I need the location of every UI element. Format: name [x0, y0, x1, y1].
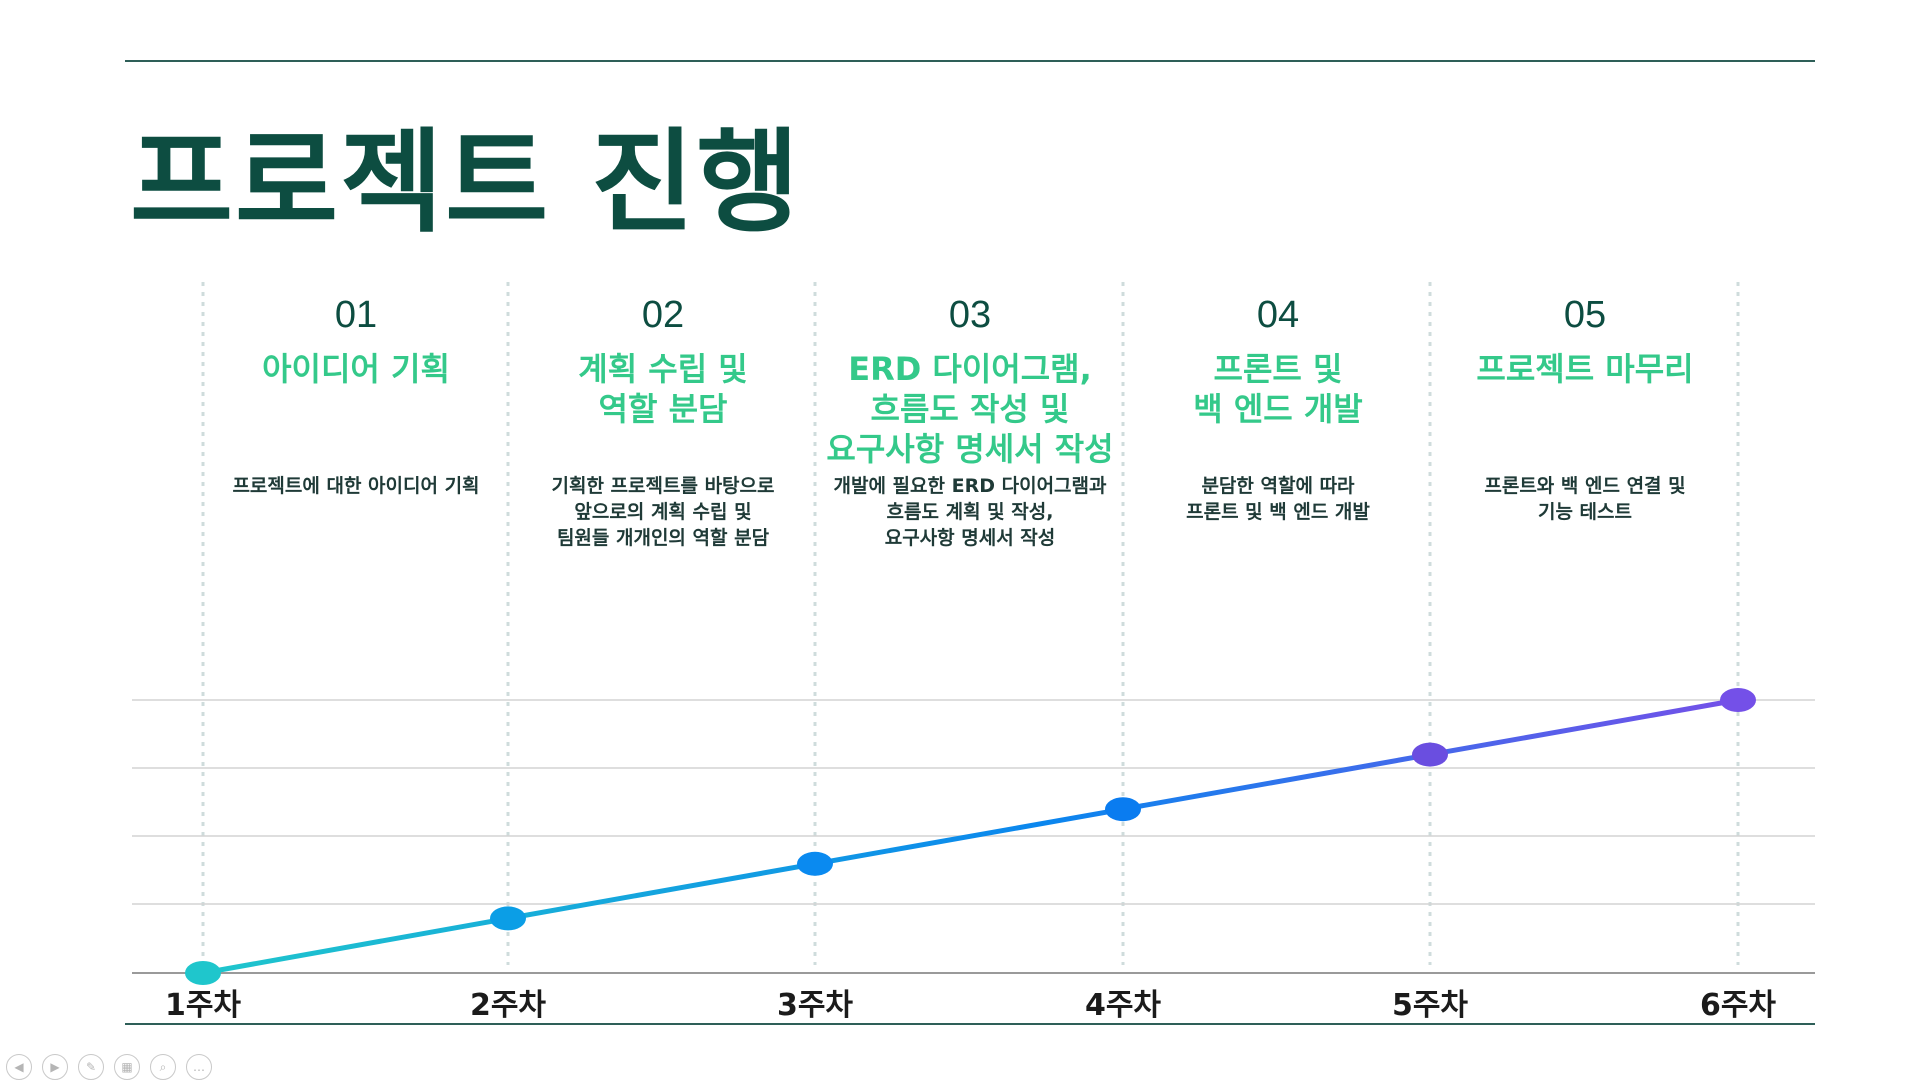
phase-description-line: 기능 테스트	[1537, 501, 1632, 523]
week-label: 1주차	[164, 988, 242, 1023]
phase-number: 01	[334, 294, 378, 336]
phase-title-line: 흐름도 작성 및	[870, 390, 1070, 428]
data-point	[1720, 688, 1756, 712]
phase-title: ERD 다이어그램, 흐름도 작성 및 요구사항 명세서 작성	[820, 349, 1120, 469]
bottom-divider	[125, 1023, 1815, 1025]
phase-description-line: 흐름도 계획 및 작성,	[886, 501, 1054, 523]
phase-title-line: 아이디어 기획	[262, 350, 450, 388]
phase-description-line: 앞으로의 계획 수립 및	[574, 501, 752, 523]
phase-description-line: 팀원들 개개인의 역할 분담	[556, 527, 770, 549]
phase-description-line: 개발에 필요한 ERD 다이어그램과	[833, 475, 1107, 497]
phase-title: 프로젝트 마무리	[1435, 349, 1735, 469]
more-icon[interactable]: …	[186, 1054, 212, 1080]
prev-icon[interactable]: ◀	[6, 1054, 32, 1080]
next-icon[interactable]: ▶	[42, 1054, 68, 1080]
phase-description-line: 프론트와 백 엔드 연결 및	[1484, 475, 1686, 497]
week-label: 2주차	[469, 988, 547, 1023]
week-label: 5주차	[1391, 988, 1469, 1023]
slide-toolbar: ◀ ▶ ✎ ▦ ⌕ …	[6, 1054, 212, 1080]
phase-title-line: 백 엔드 개발	[1193, 390, 1363, 428]
pen-icon[interactable]: ✎	[78, 1054, 104, 1080]
phase-title-line: 요구사항 명세서 작성	[826, 430, 1114, 468]
week-label: 3주차	[776, 988, 854, 1023]
data-point	[1105, 797, 1141, 822]
phase-description-line: 기획한 프로젝트를 바탕으로	[551, 475, 775, 497]
phase-title-line: 계획 수립 및	[578, 350, 748, 388]
phase-number: 02	[641, 294, 685, 336]
phase-number: 04	[1256, 294, 1300, 336]
data-point	[797, 851, 833, 876]
phase-title: 아이디어 기획	[206, 349, 506, 469]
data-point	[185, 961, 221, 985]
top-divider	[125, 60, 1815, 62]
phase-number: 03	[948, 294, 992, 336]
series-line	[200, 697, 1741, 976]
phase-description-line: 분담한 역할에 따라	[1201, 475, 1355, 497]
phase-description-line: 프론트 및 백 엔드 개발	[1186, 501, 1370, 523]
page-title: 프로젝트 진행	[130, 118, 802, 248]
phase-number: 05	[1563, 294, 1607, 336]
phase-title-line: 역할 분담	[598, 390, 728, 428]
phase-title-line: 프로젝트 마무리	[1476, 350, 1694, 388]
phase-description: 프로젝트에 대한 아이디어 기획	[206, 473, 506, 499]
data-point	[1412, 742, 1448, 767]
slides-icon[interactable]: ▦	[114, 1054, 140, 1080]
data-point	[490, 906, 526, 931]
week-label: 6주차	[1699, 988, 1777, 1023]
phase-title: 계획 수립 및 역할 분담	[513, 349, 813, 469]
phase-title-line: 프론트 및	[1213, 350, 1343, 388]
phase-title-line: ERD 다이어그램,	[848, 350, 1092, 388]
phase-description-line: 요구사항 명세서 작성	[884, 527, 1056, 549]
zoom-icon[interactable]: ⌕	[150, 1054, 176, 1080]
phase-description-line: 프로젝트에 대한 아이디어 기획	[232, 475, 480, 497]
phase-03: 03 ERD 다이어그램, 흐름도 작성 및 요구사항 명세서 작성 개발에 필요한 E…	[820, 285, 1120, 551]
week-label: 4주차	[1084, 988, 1162, 1023]
